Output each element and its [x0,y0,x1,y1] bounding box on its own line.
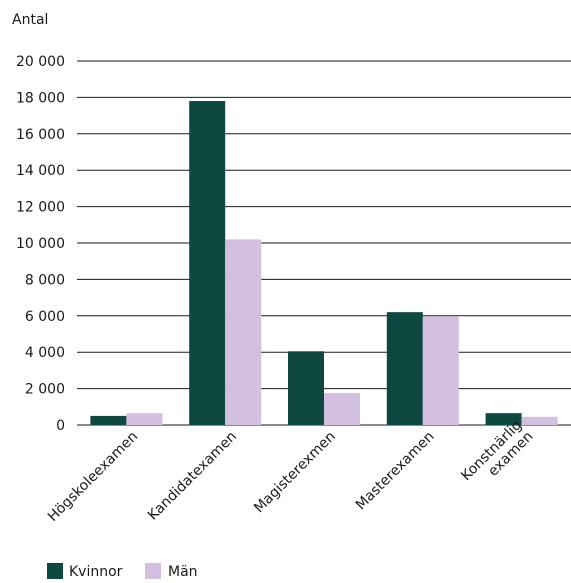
gridlines [77,60,571,426]
y-tick-label: 10 000 [16,236,65,252]
bar-man [521,416,558,425]
y-axis-label: Antal [12,12,48,28]
x-tick-label: Kandidatexamen [145,429,240,524]
x-tick-labels: Högskoleexamen Kandidatexamen Magisterexme… [45,417,537,525]
legend-label-kvinnor: Kvinnor [69,564,123,579]
bar-kvinnor [386,312,423,425]
bar-kvinnor [485,413,522,425]
legend-swatch-kvinnor [47,563,63,579]
y-tick-label: 14 000 [16,163,65,179]
y-tick-label: 20 000 [16,54,65,70]
y-tick-label: 0 [56,418,65,434]
bar-man [126,413,163,425]
legend: Kvinnor Män [47,563,198,580]
x-tick-label: Konstnärligexamen [458,417,536,495]
y-tick-label: 4 000 [25,345,65,361]
bar-man [422,316,459,425]
bar-kvinnor [288,351,324,425]
y-tick-label: 16 000 [16,127,65,143]
x-tick-label: Magisterexmen [251,429,339,517]
bar-kvinnor [189,101,226,425]
y-tick-labels: 0 2 000 4 000 6 000 8 000 10 000 12 000 14 000 1… [16,54,65,434]
bar-man [225,239,262,425]
y-tick-label: 2 000 [25,382,65,398]
bar-kvinnor [90,415,127,425]
legend-label-man: Män [168,564,198,579]
legend-swatch-man [145,563,161,579]
bars [90,101,558,425]
bar-man [324,393,360,425]
y-tick-label: 6 000 [25,309,65,325]
y-tick-label: 8 000 [25,272,65,288]
x-tick-label: Masterexamen [353,429,438,514]
y-tick-label: 18 000 [16,90,65,106]
x-tick-label: Högskoleexamen [45,429,141,525]
y-tick-label: 12 000 [16,200,65,216]
